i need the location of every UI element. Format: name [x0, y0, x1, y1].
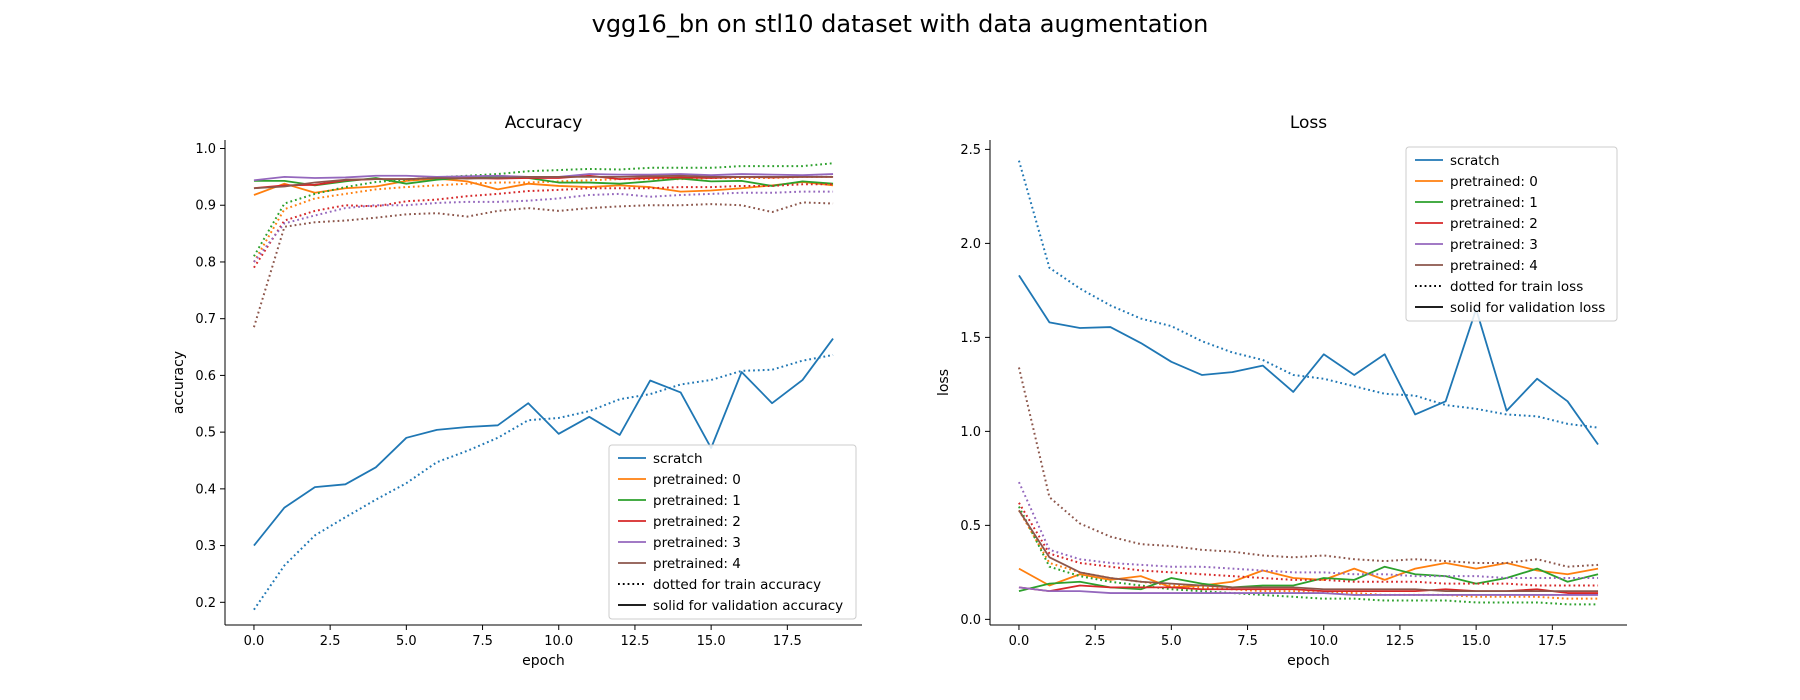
accuracy-legend-label: pretrained: 1 — [653, 493, 741, 509]
accuracy-ytick-label: 0.8 — [195, 255, 216, 270]
loss-ytick-label: 0.5 — [960, 519, 981, 534]
accuracy-panel: Accuracy epoch accuracy 0.0 2.5 5.0 7.5 10.0… — [171, 113, 862, 669]
loss-xtick-label: 12.5 — [1385, 634, 1414, 649]
loss-title: Loss — [1290, 113, 1327, 133]
loss-ytick-label: 1.0 — [960, 425, 981, 440]
accuracy-ytick-label: 0.2 — [195, 596, 216, 611]
accuracy-ytick-label: 0.9 — [195, 199, 216, 214]
loss-ytick-label: 2.0 — [960, 237, 981, 252]
accuracy-series-pretrained-1-dotted — [253, 162, 834, 257]
accuracy-legend-label: scratch — [653, 451, 703, 467]
accuracy-ticks: 0.0 2.5 5.0 7.5 10.0 12.5 15.0 17.5 0.2 0.3 0.4 0.5… — [195, 142, 801, 649]
accuracy-ylabel: accuracy — [171, 351, 187, 414]
accuracy-series-pretrained-4-solid — [253, 174, 834, 190]
loss-series-scratch-solid — [1018, 274, 1599, 446]
loss-legend-label: dotted for train loss — [1450, 279, 1583, 295]
accuracy-ytick-label: 1.0 — [195, 142, 216, 157]
accuracy-axes — [224, 140, 862, 626]
accuracy-legend-label: solid for validation accuracy — [653, 598, 843, 614]
accuracy-xtick-label: 5.0 — [396, 634, 417, 649]
loss-legend-label: pretrained: 3 — [1450, 237, 1538, 253]
accuracy-ytick-label: 0.3 — [195, 539, 216, 554]
loss-legend-label: pretrained: 2 — [1450, 216, 1538, 232]
loss-series-pretrained-3-solid — [1018, 586, 1599, 596]
accuracy-ytick-label: 0.7 — [195, 312, 216, 327]
loss-xtick-label: 7.5 — [1237, 634, 1258, 649]
accuracy-legend-label: pretrained: 4 — [653, 556, 741, 572]
loss-ylabel: loss — [936, 369, 952, 396]
loss-ytick-label: 0.0 — [960, 613, 981, 628]
accuracy-xtick-label: 10.0 — [544, 634, 573, 649]
loss-series-pretrained-1-dotted — [1018, 506, 1599, 606]
loss-series-pretrained-3-dotted — [1018, 481, 1599, 579]
loss-xtick-label: 5.0 — [1161, 634, 1182, 649]
loss-ticks: 0.0 2.5 5.0 7.5 10.0 12.5 15.0 17.5 0.0 0.5 1.0 1.5… — [960, 143, 1566, 649]
loss-ytick-label: 1.5 — [960, 331, 981, 346]
accuracy-series-scratch-solid — [253, 338, 834, 547]
accuracy-xtick-label: 12.5 — [620, 634, 649, 649]
accuracy-xtick-label: 2.5 — [320, 634, 341, 649]
loss-series-pretrained-4-solid — [1018, 509, 1599, 593]
accuracy-ytick-label: 0.4 — [195, 482, 216, 497]
accuracy-xlabel: epoch — [522, 653, 565, 669]
accuracy-series-pretrained-4-dotted — [252, 201, 834, 328]
loss-ytick-label: 2.5 — [960, 143, 981, 158]
loss-series-pretrained-2-dotted — [1018, 502, 1599, 587]
accuracy-series-pretrained-0-dotted — [253, 175, 834, 263]
accuracy-lines — [252, 162, 834, 611]
loss-axes — [989, 140, 1627, 626]
accuracy-xtick-label: 0.0 — [244, 634, 265, 649]
figure-title: vgg16_bn on stl10 dataset with data augm… — [592, 10, 1209, 38]
loss-legend-label: pretrained: 4 — [1450, 258, 1538, 274]
loss-legend-label: pretrained: 0 — [1450, 174, 1538, 190]
accuracy-series-pretrained-0-solid — [253, 177, 834, 196]
accuracy-legend-label: pretrained: 0 — [653, 472, 741, 488]
loss-series-pretrained-4-dotted — [1017, 367, 1599, 568]
accuracy-xtick-label: 7.5 — [472, 634, 493, 649]
loss-legend-label: pretrained: 1 — [1450, 195, 1538, 211]
loss-legend-label: solid for validation loss — [1450, 300, 1605, 316]
loss-xlabel: epoch — [1287, 653, 1330, 669]
loss-xtick-label: 15.0 — [1462, 634, 1491, 649]
loss-series-scratch-dotted — [1017, 160, 1599, 429]
loss-xtick-label: 17.5 — [1538, 634, 1567, 649]
accuracy-series-pretrained-2-dotted — [253, 183, 834, 269]
accuracy-ytick-label: 0.5 — [195, 426, 216, 441]
accuracy-legend-frame — [608, 444, 857, 620]
loss-series-pretrained-0-dotted — [1018, 509, 1599, 600]
loss-xtick-label: 2.5 — [1085, 634, 1106, 649]
accuracy-ytick-label: 0.6 — [195, 369, 216, 384]
loss-xtick-label: 10.0 — [1309, 634, 1338, 649]
loss-legend: scratch pretrained: 0 pretrained: 1 pretrai… — [1405, 146, 1618, 322]
loss-xtick-label: 0.0 — [1009, 634, 1030, 649]
loss-legend-label: scratch — [1450, 153, 1500, 169]
accuracy-legend-label: pretrained: 2 — [653, 514, 741, 530]
accuracy-title: Accuracy — [505, 113, 583, 133]
accuracy-series-pretrained-3-dotted — [253, 190, 834, 263]
loss-panel: Loss epoch loss 0.0 2.5 5.0 7.5 10.0 12.5 15.0… — [936, 113, 1627, 669]
accuracy-xtick-label: 17.5 — [773, 634, 802, 649]
loss-lines — [1017, 160, 1599, 606]
accuracy-legend-label: dotted for train accuracy — [653, 577, 821, 593]
accuracy-legend-label: pretrained: 3 — [653, 535, 741, 551]
loss-legend-frame — [1405, 146, 1618, 322]
accuracy-xtick-label: 15.0 — [697, 634, 726, 649]
accuracy-legend: scratch pretrained: 0 pretrained: 1 pretrai… — [608, 444, 857, 620]
